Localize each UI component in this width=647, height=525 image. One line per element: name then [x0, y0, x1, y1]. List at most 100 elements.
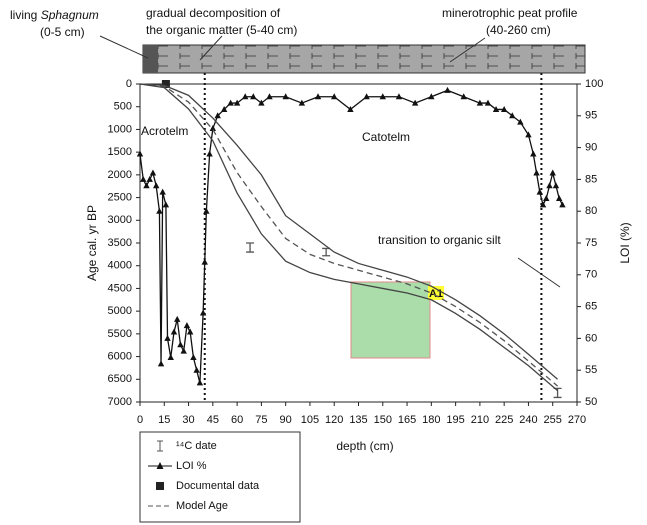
- annotation: minerotrophic peat profile: [442, 6, 578, 20]
- loi-marker: [206, 150, 213, 157]
- loi-marker: [156, 207, 163, 214]
- loi-marker: [525, 131, 532, 138]
- loi-marker: [549, 169, 556, 176]
- highlight-box: [350, 281, 431, 359]
- loi-marker: [196, 379, 204, 386]
- y2-tick-label: 80: [585, 205, 597, 217]
- x-tick-label: 150: [374, 414, 392, 426]
- x-tick-label: 165: [398, 414, 416, 426]
- loi-marker: [159, 188, 166, 195]
- x-tick-label: 30: [182, 414, 194, 426]
- loi-marker: [193, 366, 200, 373]
- x-tick-label: 45: [207, 414, 219, 426]
- loi-marker: [555, 194, 563, 201]
- loi-marker: [190, 353, 197, 360]
- y-tick-label: 3500: [108, 237, 132, 249]
- y-tick-label: 5500: [108, 328, 132, 340]
- radiocarbon-date: [553, 387, 562, 399]
- loi-marker: [157, 360, 165, 367]
- pointer: [99, 35, 149, 59]
- loi-marker: [250, 93, 257, 100]
- y-tick-label: 1000: [108, 123, 132, 135]
- loi-marker: [484, 99, 492, 106]
- loi-marker: [298, 99, 306, 106]
- loi-marker: [143, 182, 150, 189]
- loi-marker: [543, 194, 550, 201]
- loi-marker: [476, 99, 484, 106]
- loi-marker: [492, 105, 500, 112]
- annotation: (40-260 cm): [486, 23, 551, 37]
- x-tick-label: 195: [446, 414, 464, 426]
- x-tick-label: 90: [280, 414, 292, 426]
- y-tick-label: 7000: [108, 396, 132, 408]
- loi-marker: [331, 93, 338, 100]
- loi-marker: [379, 93, 386, 100]
- loi-marker: [149, 169, 157, 176]
- loi-marker: [136, 150, 144, 157]
- loi-marker: [533, 169, 540, 176]
- loi-marker: [411, 99, 419, 106]
- loi-marker: [152, 182, 160, 189]
- y-tick-label: 3000: [108, 214, 132, 226]
- loi-marker: [174, 315, 181, 322]
- loi-marker: [530, 150, 537, 157]
- loi-marker: [509, 112, 516, 119]
- annotation: (0-5 cm): [40, 25, 85, 39]
- x-axis-label: depth (cm): [336, 439, 393, 453]
- loi-marker: [242, 93, 249, 100]
- y-tick-label: 2500: [108, 191, 132, 203]
- y-axis-label: Age cal. yr BP: [85, 205, 99, 281]
- loi-marker: [347, 105, 354, 112]
- loi-marker: [546, 182, 553, 189]
- x-tick-label: 270: [568, 414, 586, 426]
- loi-marker: [177, 341, 184, 348]
- loi-marker: [428, 93, 435, 100]
- x-tick-label: 225: [495, 414, 513, 426]
- loi-marker: [258, 99, 265, 106]
- annotation: the organic matter (5-40 cm): [146, 23, 297, 37]
- loi-marker: [536, 188, 543, 195]
- x-tick-label: 120: [325, 414, 343, 426]
- loi-marker: [233, 99, 241, 106]
- annotation: Catotelm: [362, 130, 410, 144]
- box-tag-label: A1: [429, 288, 443, 300]
- legend-label: ¹⁴C date: [176, 440, 217, 452]
- y2-tick-label: 100: [585, 78, 603, 90]
- loi-marker: [180, 347, 187, 354]
- pointer: [517, 257, 561, 288]
- y-tick-label: 1500: [108, 146, 132, 158]
- loi-marker: [203, 207, 210, 214]
- living-layer: [143, 45, 158, 73]
- annotation: gradual decomposition of: [146, 6, 281, 20]
- box-tag: [428, 286, 444, 300]
- y2-tick-label: 95: [585, 110, 597, 122]
- x-tick-label: 60: [231, 414, 243, 426]
- loi-marker: [227, 99, 234, 106]
- loi-marker: [460, 93, 467, 100]
- x-tick-label: 105: [301, 414, 319, 426]
- loi-marker: [201, 258, 208, 265]
- y-tick-label: 500: [114, 101, 132, 113]
- profile-hatch: [143, 45, 585, 73]
- model-age-line: [139, 83, 559, 387]
- y-tick-label: 2000: [108, 169, 132, 181]
- loi-marker: [170, 328, 178, 335]
- loi-marker: [539, 201, 547, 208]
- loi-marker: [500, 105, 508, 112]
- age-bound-line: [139, 83, 559, 380]
- loi-marker: [209, 125, 217, 132]
- legend: [139, 431, 301, 523]
- loi-marker: [363, 93, 370, 100]
- loi-marker: [444, 86, 451, 93]
- x-tick-label: 135: [349, 414, 367, 426]
- loi-marker: [282, 93, 289, 100]
- y2-tick-label: 85: [585, 173, 597, 185]
- y2-tick-label: 60: [585, 332, 597, 344]
- annotation: Acrotelm: [141, 124, 188, 138]
- legend-label: Documental data: [176, 480, 260, 492]
- loi-marker: [552, 182, 560, 189]
- legend-label: Model Age: [176, 500, 228, 512]
- age-bound-line: [139, 83, 559, 392]
- y2-axis-label: LOI (%): [618, 222, 632, 263]
